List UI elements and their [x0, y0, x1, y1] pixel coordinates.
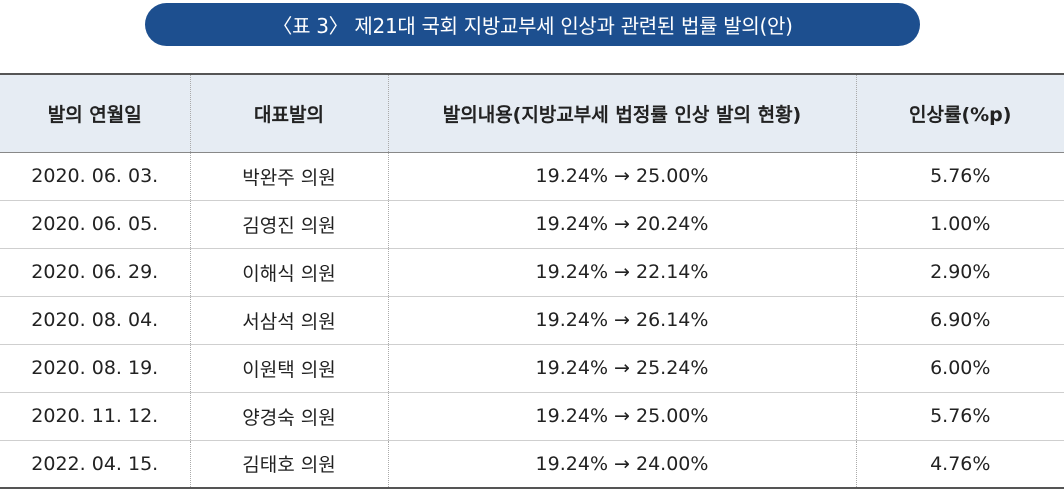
- cell-content: 19.24% → 22.14%: [387, 248, 856, 297]
- cell-sponsor: 김영진 의원: [189, 200, 388, 249]
- header-date: 발의 연월일: [0, 73, 190, 153]
- cell-sponsor: 김태호 의원: [189, 440, 388, 489]
- cell-sponsor: 이해식 의원: [189, 248, 388, 297]
- table-row: 2020. 06. 05. 김영진 의원 19.24% → 20.24% 1.0…: [0, 200, 1064, 249]
- header-rate: 인상률(%p): [855, 73, 1064, 153]
- cell-content: 19.24% → 24.00%: [387, 440, 856, 489]
- bill-table: 발의 연월일 대표발의 발의내용(지방교부세 법정률 인상 발의 현황) 인상률…: [0, 73, 1064, 489]
- table-row: 2020. 11. 12. 양경숙 의원 19.24% → 25.00% 5.7…: [0, 392, 1064, 441]
- cell-content: 19.24% → 25.00%: [387, 392, 856, 441]
- cell-sponsor: 양경숙 의원: [189, 392, 388, 441]
- table-row: 2020. 08. 19. 이원택 의원 19.24% → 25.24% 6.0…: [0, 344, 1064, 393]
- table-row: 2022. 04. 15. 김태호 의원 19.24% → 24.00% 4.7…: [0, 440, 1064, 489]
- cell-sponsor: 서삼석 의원: [189, 296, 388, 345]
- cell-rate: 1.00%: [855, 200, 1064, 249]
- cell-sponsor: 이원택 의원: [189, 344, 388, 393]
- cell-date: 2020. 06. 03.: [0, 152, 190, 201]
- cell-sponsor: 박완주 의원: [189, 152, 388, 201]
- cell-content: 19.24% → 26.14%: [387, 296, 856, 345]
- header-row: 발의 연월일 대표발의 발의내용(지방교부세 법정률 인상 발의 현황) 인상률…: [0, 73, 1064, 153]
- header-sponsor: 대표발의: [189, 73, 388, 153]
- cell-rate: 4.76%: [855, 440, 1064, 489]
- table-row: 2020. 08. 04. 서삼석 의원 19.24% → 26.14% 6.9…: [0, 296, 1064, 345]
- cell-date: 2020. 11. 12.: [0, 392, 190, 441]
- table-title: 〈표 3〉 제21대 국회 지방교부세 인상과 관련된 법률 발의(안): [145, 3, 920, 46]
- cell-content: 19.24% → 20.24%: [387, 200, 856, 249]
- cell-date: 2020. 06. 29.: [0, 248, 190, 297]
- cell-date: 2022. 04. 15.: [0, 440, 190, 489]
- cell-date: 2020. 08. 04.: [0, 296, 190, 345]
- cell-rate: 2.90%: [855, 248, 1064, 297]
- table-row: 2020. 06. 29. 이해식 의원 19.24% → 22.14% 2.9…: [0, 248, 1064, 297]
- cell-content: 19.24% → 25.24%: [387, 344, 856, 393]
- cell-date: 2020. 08. 19.: [0, 344, 190, 393]
- cell-content: 19.24% → 25.00%: [387, 152, 856, 201]
- header-content: 발의내용(지방교부세 법정률 인상 발의 현황): [387, 73, 856, 153]
- cell-rate: 6.90%: [855, 296, 1064, 345]
- cell-rate: 5.76%: [855, 392, 1064, 441]
- table-row: 2020. 06. 03. 박완주 의원 19.24% → 25.00% 5.7…: [0, 152, 1064, 201]
- cell-date: 2020. 06. 05.: [0, 200, 190, 249]
- cell-rate: 5.76%: [855, 152, 1064, 201]
- cell-rate: 6.00%: [855, 344, 1064, 393]
